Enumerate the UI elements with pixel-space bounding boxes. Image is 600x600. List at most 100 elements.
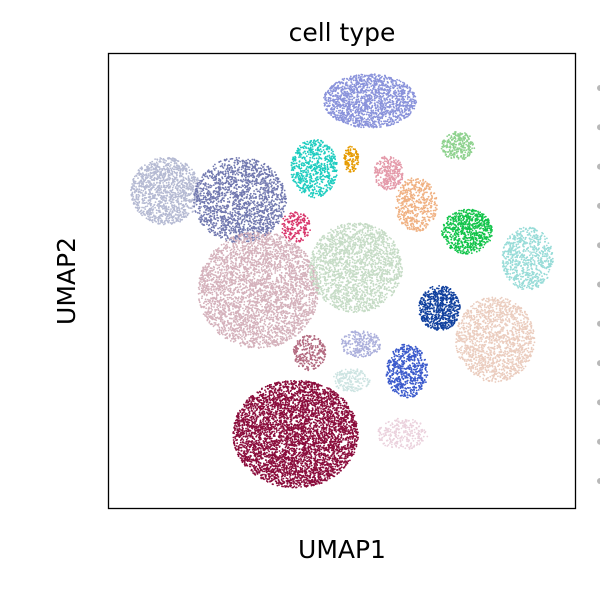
point [377, 110, 380, 113]
point [142, 183, 145, 186]
point [344, 92, 347, 94]
point [261, 205, 264, 207]
point [155, 212, 158, 214]
point [206, 219, 208, 222]
point [336, 81, 339, 84]
point [132, 178, 135, 181]
point [154, 168, 157, 171]
point [333, 108, 335, 111]
point [222, 171, 224, 173]
point [262, 192, 264, 195]
point [224, 186, 227, 189]
point [265, 216, 268, 219]
point [231, 173, 234, 176]
point [279, 193, 282, 196]
point [195, 196, 198, 199]
point [259, 225, 262, 228]
point [255, 197, 257, 199]
point [313, 196, 316, 199]
point [229, 178, 232, 181]
point [185, 178, 188, 181]
point [160, 174, 163, 177]
point [232, 182, 235, 185]
point [299, 189, 301, 192]
point [212, 196, 215, 198]
point [399, 87, 402, 89]
point [248, 180, 251, 182]
point [249, 224, 252, 227]
point [175, 184, 178, 187]
point [213, 168, 215, 170]
point [278, 180, 281, 183]
point [240, 230, 243, 233]
point [216, 204, 219, 207]
point [170, 200, 172, 203]
point [229, 232, 232, 235]
point [193, 173, 195, 176]
point [275, 218, 278, 221]
point [224, 170, 227, 173]
point [203, 192, 205, 195]
point [215, 190, 217, 193]
point [208, 186, 210, 189]
point [358, 119, 361, 122]
point [273, 223, 275, 226]
point [384, 84, 387, 86]
point [332, 112, 335, 115]
point [262, 223, 265, 226]
point [389, 93, 392, 96]
point [334, 95, 336, 97]
point [213, 222, 216, 225]
point [348, 87, 351, 90]
point [170, 197, 173, 199]
point [192, 181, 195, 184]
point [267, 214, 269, 217]
point [317, 153, 320, 156]
point [325, 101, 327, 104]
point [260, 206, 262, 209]
point [373, 104, 376, 107]
point [342, 101, 345, 103]
point [216, 219, 219, 222]
point [259, 188, 262, 191]
point [379, 107, 382, 110]
point [244, 176, 247, 179]
point [376, 118, 379, 121]
point [238, 157, 241, 159]
point [165, 219, 167, 222]
point [384, 107, 387, 109]
point [193, 205, 196, 208]
point [365, 88, 368, 91]
point [208, 170, 211, 173]
point [131, 183, 134, 185]
point [191, 184, 194, 187]
point [347, 122, 350, 125]
point [385, 86, 388, 88]
point [389, 87, 392, 90]
point [370, 75, 373, 78]
point [354, 103, 357, 106]
point [352, 79, 355, 82]
point [386, 78, 388, 80]
point [321, 169, 324, 172]
point [346, 109, 349, 111]
point [334, 113, 336, 116]
point [413, 105, 416, 107]
point [404, 95, 407, 98]
point [319, 148, 322, 151]
point [267, 194, 270, 197]
point [255, 169, 258, 172]
point [153, 215, 156, 218]
point [329, 94, 332, 97]
point [339, 115, 341, 117]
point [278, 220, 280, 223]
point [169, 164, 172, 166]
point [231, 192, 234, 195]
point [252, 218, 254, 221]
point [360, 75, 362, 78]
point [270, 224, 272, 227]
point [319, 153, 322, 156]
point [227, 164, 230, 166]
point [218, 161, 221, 164]
point [162, 186, 165, 189]
